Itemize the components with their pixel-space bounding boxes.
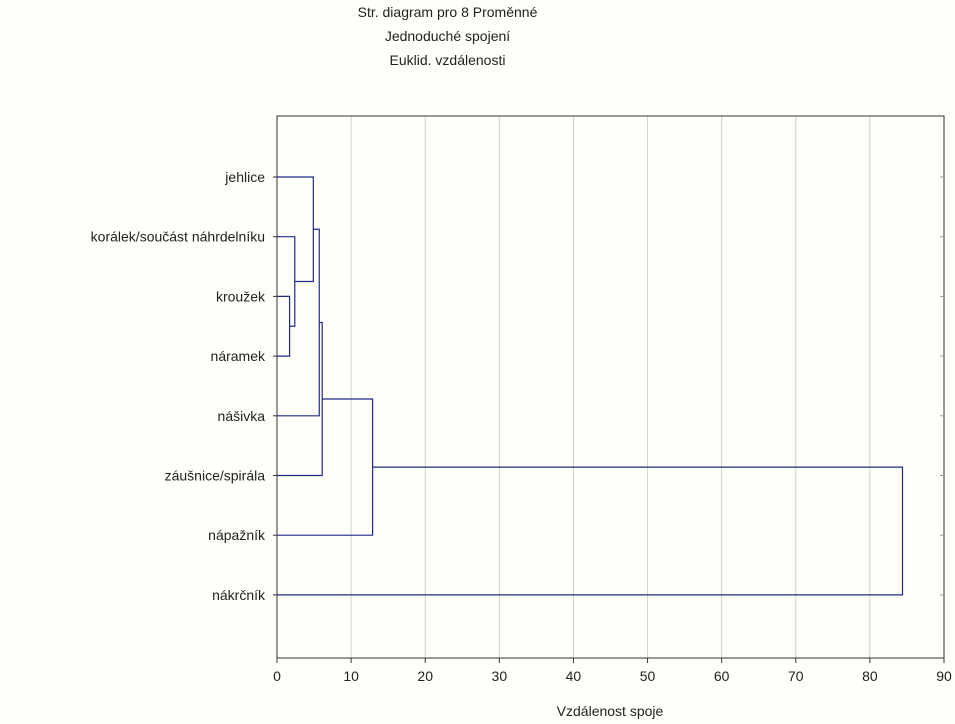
leaf-label: záušnice/spirála [165, 468, 266, 484]
dendrogram-link [277, 466, 904, 596]
x-tick-label: 20 [417, 668, 433, 684]
leaf-label: nášivka [218, 408, 266, 424]
leaf-label: jehlice [224, 169, 265, 185]
leaf-label: náramek [211, 348, 266, 364]
dendrogram-link [277, 321, 323, 477]
chart-title-line-3: Euklid. vzdálenosti [389, 52, 506, 68]
x-tick-label: 50 [640, 668, 656, 684]
x-tick-label: 10 [343, 668, 359, 684]
x-tick-label: 90 [936, 668, 952, 684]
leaf-label: kroužek [216, 288, 266, 304]
leaf-label: korálek/součást náhrdelníku [91, 229, 265, 245]
x-tick-label: 0 [273, 668, 281, 684]
x-tick-label: 80 [862, 668, 878, 684]
x-tick-label: 70 [788, 668, 804, 684]
dendrogram-link [277, 236, 296, 327]
dendrogram-link [277, 398, 374, 536]
x-tick-label: 60 [714, 668, 730, 684]
leaf-label: nápažník [208, 527, 266, 543]
link-layer [277, 176, 904, 596]
dendrogram-link [277, 295, 291, 357]
x-axis-title: Vzdálenost spoje [557, 703, 664, 719]
leaf-label: nákrčník [212, 587, 266, 603]
grid-layer [350, 116, 871, 658]
chart-title-line-2: Jednoduché spojení [384, 28, 511, 44]
tick-layer: 0 10 20 30 40 50 60 70 80 90 [273, 176, 952, 684]
chart-title-line-1: Str. diagram pro 8 Proměnné [357, 4, 538, 20]
x-tick-label: 40 [566, 668, 582, 684]
leaf-label-layer: jehlice korálek/součást náhrdelníku krouže… [91, 169, 266, 603]
plot-frame [276, 115, 945, 659]
x-tick-label: 30 [492, 668, 508, 684]
